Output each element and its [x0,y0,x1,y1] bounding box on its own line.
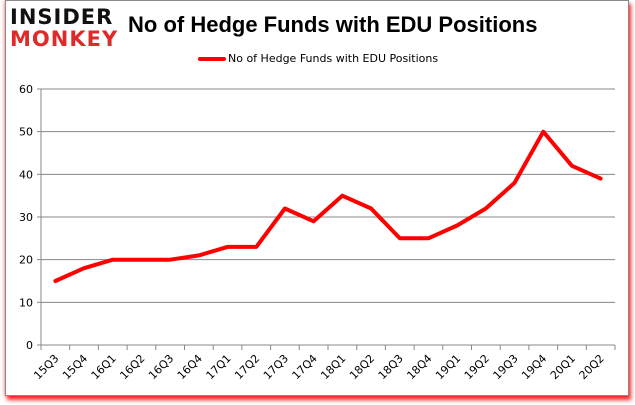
y-tick-label: 10 [19,296,33,309]
y-tick-label: 20 [19,254,33,267]
insider-monkey-logo: INSIDER MONKEY [10,6,120,52]
chart-legend: No of Hedge Funds with EDU Positions [198,52,438,65]
x-tick-label: 17Q1 [204,352,234,382]
chart-title: No of Hedge Funds with EDU Positions [128,12,538,37]
y-tick-label: 30 [19,211,33,224]
x-tick-label: 19Q4 [519,352,549,382]
x-tick-label: 20Q2 [577,352,607,382]
y-tick-label: 40 [19,168,33,181]
legend-label: No of Hedge Funds with EDU Positions [228,52,439,65]
x-tick-label: 18Q2 [347,352,377,382]
y-tick-label: 60 [19,83,33,96]
x-tick-label: 18Q1 [318,352,348,382]
y-tick-label: 50 [19,126,33,139]
x-tick-label: 15Q4 [60,352,90,382]
x-tick-label: 15Q3 [31,352,61,382]
x-tick-label: 18Q4 [404,352,434,382]
legend-line-swatch-icon [198,56,226,61]
x-tick-label: 16Q1 [89,352,119,382]
x-tick-label: 17Q3 [261,352,291,382]
y-axis-tick-labels: 0 10 20 30 40 50 60 [19,83,33,352]
logo-line-1: INSIDER [10,5,114,29]
axes [40,89,616,350]
x-tick-label: 20Q1 [548,352,578,382]
x-tick-label: 16Q3 [146,352,176,382]
x-tick-label: 16Q4 [175,352,205,382]
x-tick-label: 19Q3 [491,352,521,382]
gridlines [37,88,615,346]
x-tick-label: 17Q2 [232,352,262,382]
x-axis-tick-labels: 15Q315Q416Q116Q216Q316Q417Q117Q217Q317Q4… [31,352,606,382]
chart-frame [5,0,629,396]
x-tick-label: 16Q2 [117,352,147,382]
logo-line-2: MONKEY [10,27,119,51]
x-tick-label: 18Q3 [376,352,406,382]
y-tick-label: 0 [26,339,33,352]
data-series-line [53,129,603,283]
x-tick-label: 19Q1 [433,352,463,382]
x-tick-label: 19Q2 [462,352,492,382]
x-tick-label: 17Q4 [290,352,320,382]
